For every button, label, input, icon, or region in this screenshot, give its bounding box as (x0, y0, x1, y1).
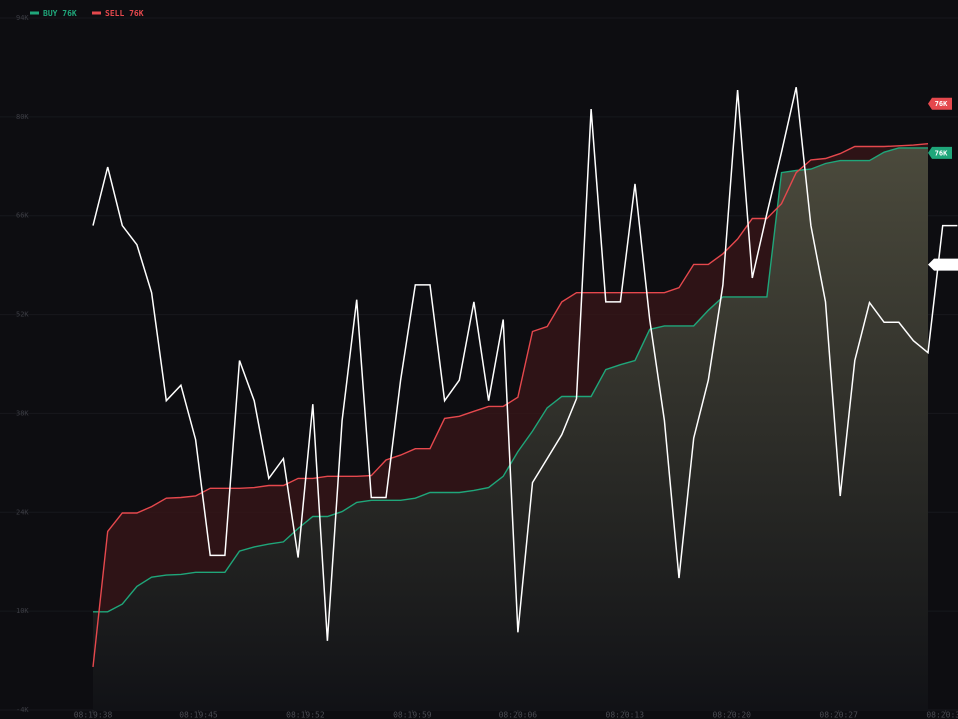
price-tag-label: 76K (935, 149, 948, 157)
y-tick-label: 24K (16, 508, 29, 516)
price-tag-shape (928, 146, 952, 159)
price-tag: 76K (928, 97, 952, 110)
price-tag-label: 76K (935, 100, 948, 108)
legend-label: BUY 76K (43, 9, 77, 18)
legend-label: SELL 76K (105, 9, 144, 18)
series-line (92, 87, 958, 641)
price-tag-shape (928, 97, 952, 110)
y-tick-label: -4K (16, 706, 29, 714)
price-tag: 76K (928, 146, 952, 159)
x-tick-label: 08:20:27 (819, 711, 858, 719)
series-line (92, 143, 929, 667)
x-tick-label: 08:19:59 (393, 711, 432, 719)
y-tick-label: 52K (16, 311, 29, 319)
buy-area (93, 147, 928, 710)
y-tick-label: 66K (16, 212, 29, 220)
x-tick-label: 08:19:45 (179, 711, 218, 719)
x-tick-label: 08:19:52 (286, 711, 325, 719)
x-tick-label: 08:19:38 (74, 711, 113, 719)
y-tick-label: 94K (16, 14, 29, 22)
x-tick-label: 08:20:20 (712, 711, 751, 719)
x-tick-label: 08:20:34 (926, 711, 958, 719)
y-tick-label: 80K (16, 113, 29, 121)
x-tick-label: 08:20:06 (499, 711, 538, 719)
x-tick-label: 08:20:13 (606, 711, 645, 719)
y-tick-label: 10K (16, 607, 29, 615)
y-tick-label: 38K (16, 409, 29, 417)
price-marker (928, 258, 958, 271)
